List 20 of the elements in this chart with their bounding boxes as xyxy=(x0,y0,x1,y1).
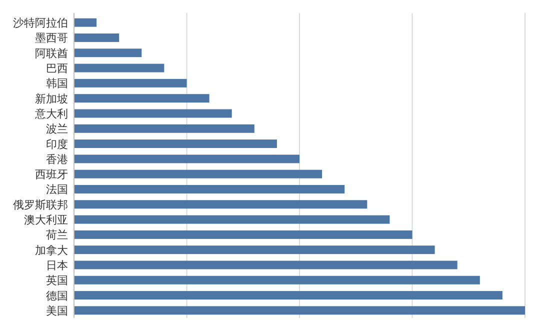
y-tick-label: 波兰 xyxy=(46,122,68,136)
y-tick-label: 法国 xyxy=(46,183,68,196)
y-tick-label: 韩国 xyxy=(46,77,68,90)
y-tick-label: 俄罗斯联邦 xyxy=(13,198,68,212)
y-tick-label: 巴西 xyxy=(46,63,68,76)
y-tick-label: 荷兰 xyxy=(46,228,68,242)
y-tick-label: 意大利 xyxy=(34,107,68,120)
y-tick-label: 香港 xyxy=(46,152,68,166)
y-tick-label: 西班牙 xyxy=(35,168,68,182)
y-tick-label: 澳大利亚 xyxy=(24,214,68,227)
y-tick-label: 英国 xyxy=(46,274,68,288)
y-tick-label: 美国 xyxy=(46,304,68,318)
y-tick-label: 加拿大 xyxy=(35,244,68,257)
y-tick-label: 阿联酋 xyxy=(35,48,68,60)
y-tick-label: 新加坡 xyxy=(35,92,68,106)
y-tick-label: 德国 xyxy=(46,290,68,302)
y-tick-label: 沙特阿拉伯 xyxy=(13,16,68,30)
y-tick-label: 印度 xyxy=(46,138,68,151)
y-tick-label: 日本 xyxy=(46,258,68,272)
y-tick-label: 墨西哥 xyxy=(35,32,68,45)
